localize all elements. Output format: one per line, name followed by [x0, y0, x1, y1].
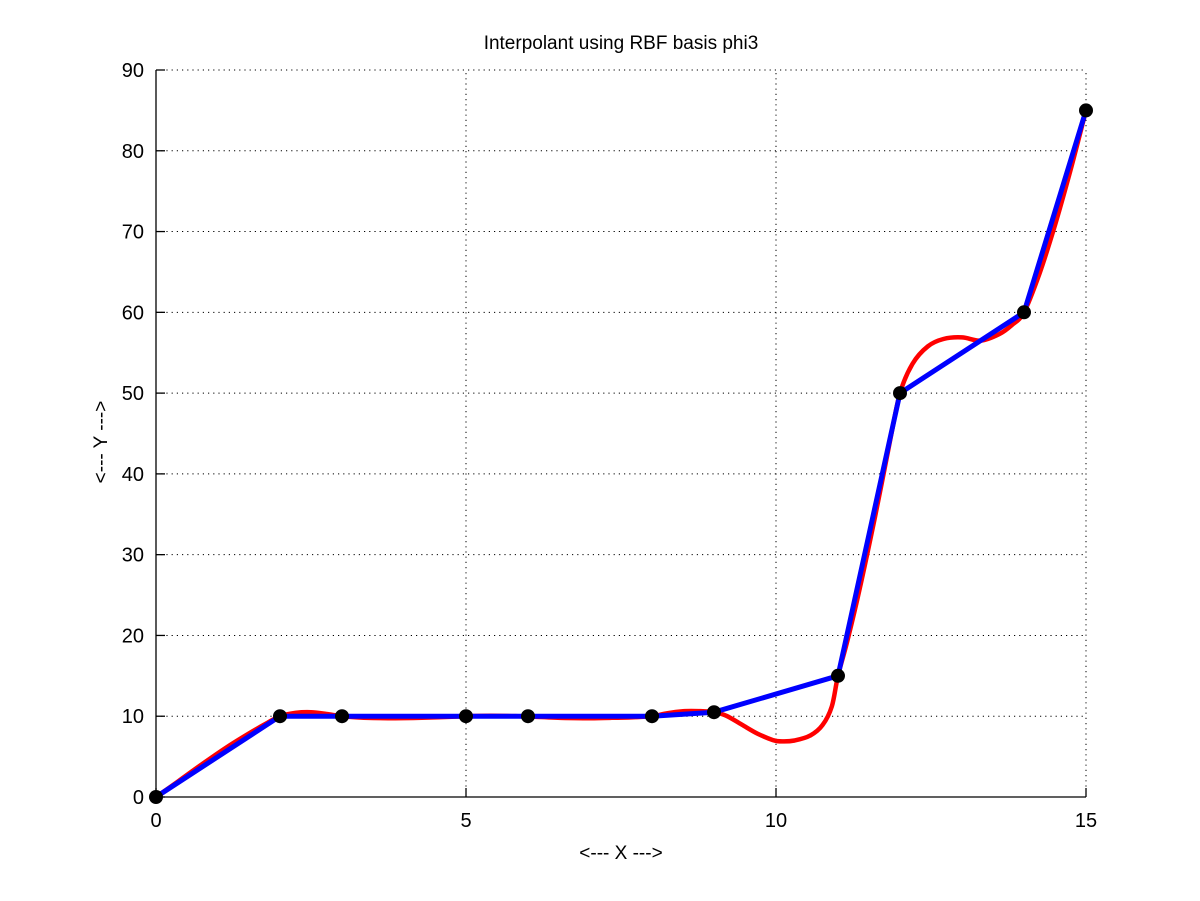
piecewise-linear-data-line — [153, 107, 1089, 800]
y-tick-label: 10 — [122, 706, 144, 728]
y-axis-label: <--- Y ---> — [91, 400, 112, 484]
y-tick-label: 60 — [122, 302, 144, 324]
x-tick-label: 5 — [460, 810, 471, 832]
data-point-marker — [459, 709, 473, 724]
x-tick-label: 10 — [765, 810, 787, 832]
data-point-marker — [335, 709, 349, 724]
data-point-marker — [831, 668, 845, 683]
data-point-marker — [273, 709, 287, 724]
data-point-marker — [1079, 103, 1093, 118]
y-tick-label: 50 — [122, 383, 144, 405]
y-tick-label: 70 — [122, 222, 144, 244]
y-tick-label: 0 — [133, 787, 144, 809]
x-tick-label: 15 — [1075, 810, 1097, 832]
y-tick-label: 40 — [122, 464, 144, 486]
y-tick-label: 80 — [122, 141, 144, 163]
data-point-marker — [893, 386, 907, 401]
rbf-interpolant-curve — [153, 108, 1089, 800]
data-point-marker — [645, 709, 659, 724]
x-axis-label: <--- X ---> — [579, 843, 663, 864]
x-tick-label: 0 — [150, 810, 161, 832]
data-point-marker — [1017, 305, 1031, 320]
y-tick-label: 90 — [122, 60, 144, 82]
chart-title: Interpolant using RBF basis phi3 — [483, 33, 759, 54]
data-point-marker — [707, 705, 721, 720]
data-point-marker — [521, 709, 535, 724]
y-tick-label: 30 — [122, 545, 144, 567]
data-point-marker — [149, 790, 163, 804]
y-tick-label: 20 — [122, 625, 144, 647]
